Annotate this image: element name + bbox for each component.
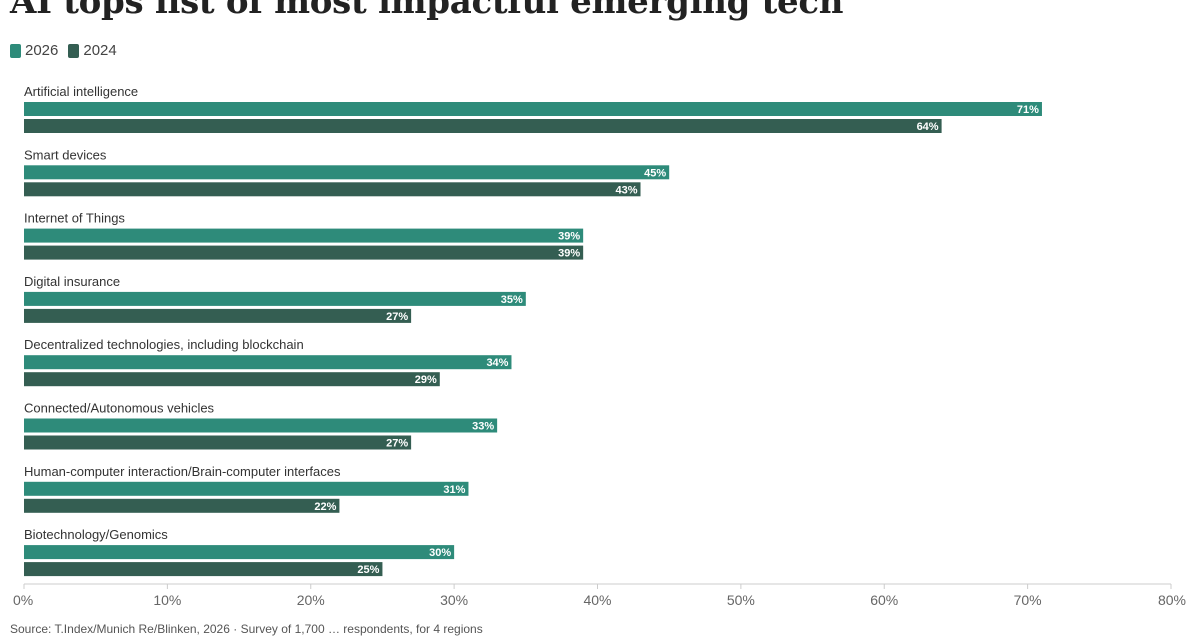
x-tick-label: 80% xyxy=(1158,592,1186,608)
bar-2024 xyxy=(24,372,440,387)
category-label: Internet of Things xyxy=(24,211,125,226)
legend-swatch-2026 xyxy=(10,43,21,58)
bar-2026 xyxy=(24,418,498,433)
x-tick-label: 30% xyxy=(440,592,468,608)
bar-2026 xyxy=(24,228,584,243)
data-label-2026: 35% xyxy=(501,294,523,306)
x-tick-label: 60% xyxy=(870,592,898,608)
data-label-2026: 34% xyxy=(486,357,508,369)
legend-label-2024: 2024 xyxy=(83,42,117,59)
data-label-2026: 30% xyxy=(429,547,451,559)
chart-title: AI tops list of most impactful emerging … xyxy=(10,0,844,22)
bar-2026 xyxy=(24,291,526,306)
category-label: Digital insurance xyxy=(24,274,120,289)
data-label-2024: 22% xyxy=(314,501,336,513)
data-label-2024: 43% xyxy=(615,184,637,196)
category-label: Human-computer interaction/Brain-compute… xyxy=(24,464,341,479)
category-label: Connected/Autonomous vehicles xyxy=(24,401,215,416)
bar-2024 xyxy=(24,119,942,133)
legend-label-2026: 2026 xyxy=(25,42,59,59)
bar-2024 xyxy=(24,498,340,513)
category-label: Smart devices xyxy=(24,147,107,162)
bar-2026 xyxy=(24,355,512,370)
bar-2026 xyxy=(24,102,1042,116)
data-label-2024: 29% xyxy=(415,374,437,386)
data-label-2024: 64% xyxy=(917,121,939,133)
legend-item-2024: 2024 xyxy=(68,42,117,59)
bar-2024 xyxy=(24,245,584,260)
legend-item-2026: 2026 xyxy=(10,42,58,59)
x-tick-label: 0% xyxy=(13,592,33,608)
data-label-2024: 27% xyxy=(386,438,408,450)
category-label: Biotechnology/Genomics xyxy=(24,527,168,542)
x-tick-label: 70% xyxy=(1014,592,1042,608)
source-note: Source: T.Index/Munich Re/Blinken, 2026 … xyxy=(10,622,483,636)
x-tick-label: 50% xyxy=(727,592,755,608)
data-label-2026: 31% xyxy=(443,484,465,496)
data-label-2026: 45% xyxy=(644,167,666,179)
bar-2026 xyxy=(24,481,469,496)
category-label: Artificial intelligence xyxy=(24,84,138,99)
data-label-2026: 33% xyxy=(472,421,494,433)
bar-2024 xyxy=(24,308,412,323)
data-label-2024: 25% xyxy=(357,564,379,576)
data-label-2026: 39% xyxy=(558,231,580,243)
category-label: Decentralized technologies, including bl… xyxy=(24,337,304,352)
bar-2026 xyxy=(24,545,455,560)
bar-2024 xyxy=(24,562,383,577)
data-label-2024: 27% xyxy=(386,311,408,323)
x-tick-label: 10% xyxy=(153,592,181,608)
legend: 2026 2024 xyxy=(10,42,117,59)
bar-2024 xyxy=(24,435,412,450)
bar-2024 xyxy=(24,182,641,197)
data-label-2024: 39% xyxy=(558,248,580,260)
x-tick-label: 40% xyxy=(583,592,611,608)
x-tick-label: 20% xyxy=(297,592,325,608)
bar-2026 xyxy=(24,165,670,180)
data-label-2026: 71% xyxy=(1017,104,1039,116)
legend-swatch-2024 xyxy=(68,43,80,58)
